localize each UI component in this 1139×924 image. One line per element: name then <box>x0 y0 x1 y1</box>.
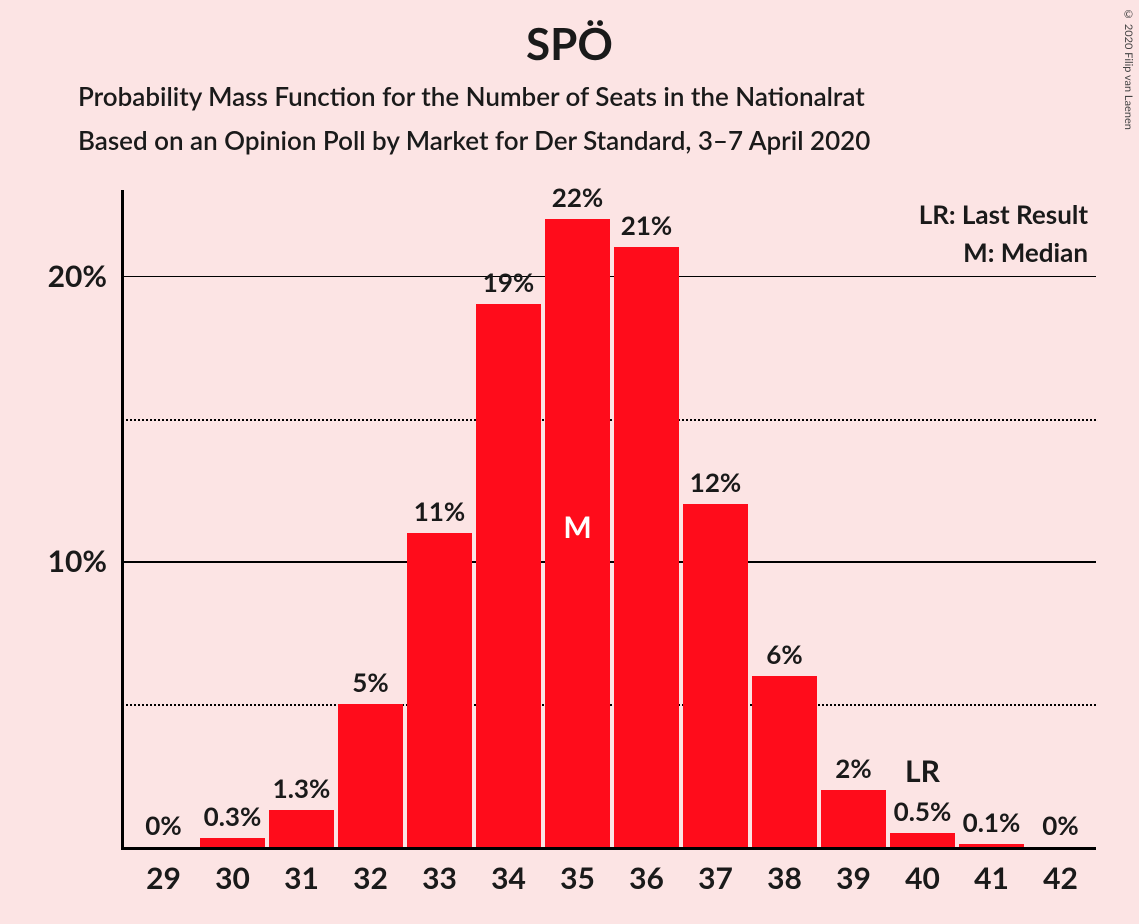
bar-value-label: 0.3% <box>204 800 262 832</box>
x-axis <box>121 847 1096 850</box>
bar-value-label: 0.1% <box>963 806 1021 838</box>
bar <box>752 676 817 847</box>
bar-value-label: 12% <box>690 466 741 498</box>
bar <box>614 247 679 847</box>
bar <box>200 838 265 847</box>
bar-value-label: 22% <box>552 181 603 213</box>
x-tick-label: 33 <box>422 860 457 896</box>
chart-subtitle-1: Probability Mass Function for the Number… <box>78 80 1139 112</box>
chart-subtitle-2: Based on an Opinion Poll by Market for D… <box>78 124 1139 156</box>
bar-value-label: 0% <box>145 809 181 841</box>
last-result-marker: LR <box>905 753 940 789</box>
bar <box>476 304 541 847</box>
x-tick-label: 40 <box>905 860 940 896</box>
y-axis <box>121 190 124 850</box>
copyright-text: © 2020 Filip van Laenen <box>1122 8 1135 130</box>
bar <box>338 704 403 847</box>
x-tick-label: 32 <box>353 860 388 896</box>
x-tick-label: 31 <box>284 860 319 896</box>
bar <box>683 504 748 847</box>
x-tick-label: 39 <box>836 860 871 896</box>
bar <box>407 533 472 847</box>
bar-value-label: 2% <box>835 752 871 784</box>
bar <box>890 833 955 847</box>
x-tick-label: 29 <box>146 860 181 896</box>
x-tick-label: 37 <box>698 860 733 896</box>
bar-value-label: 11% <box>414 495 465 527</box>
x-tick-label: 30 <box>215 860 250 896</box>
x-tick-label: 42 <box>1043 860 1078 896</box>
bar-value-label: 5% <box>352 666 388 698</box>
bar <box>959 844 1024 847</box>
bar-value-label: 21% <box>621 209 672 241</box>
median-marker: M <box>563 509 591 545</box>
bar-value-label: 0% <box>1042 809 1078 841</box>
x-tick-label: 35 <box>560 860 595 896</box>
bar-value-label: 1.3% <box>273 772 331 804</box>
x-tick-label: 34 <box>491 860 526 896</box>
y-tick-label: 20% <box>48 258 107 294</box>
x-tick-label: 36 <box>629 860 664 896</box>
chart-title: SPÖ <box>0 0 1139 70</box>
bar-value-label: 6% <box>766 638 802 670</box>
y-tick-label: 10% <box>48 543 107 579</box>
x-tick-label: 41 <box>974 860 1009 896</box>
bar <box>269 810 334 847</box>
bar-value-label: 0.5% <box>894 795 952 827</box>
bar <box>821 790 886 847</box>
bar-chart: 0%0.3%1.3%5%11%19%22%M21%12%6%2%0.5%LR0.… <box>121 190 1096 850</box>
bar-value-label: 19% <box>483 266 534 298</box>
x-tick-label: 38 <box>767 860 802 896</box>
